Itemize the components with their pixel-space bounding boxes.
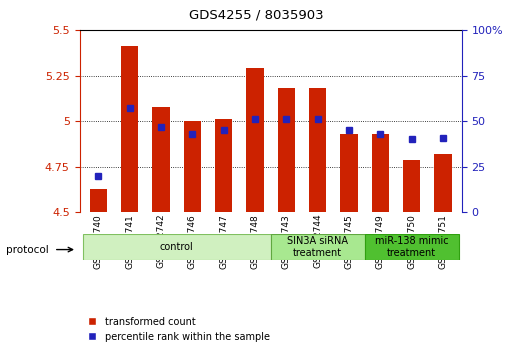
Bar [340, 134, 358, 212]
Legend: transformed count, percentile rank within the sample: transformed count, percentile rank withi… [78, 313, 274, 346]
Text: SIN3A siRNA
treatment: SIN3A siRNA treatment [287, 236, 348, 258]
Bar [184, 121, 201, 212]
Text: protocol: protocol [6, 245, 49, 255]
Bar [246, 68, 264, 212]
Text: control: control [160, 242, 193, 252]
Bar [365, 234, 459, 260]
Bar [90, 189, 107, 212]
Text: miR-138 mimic
treatment: miR-138 mimic treatment [375, 236, 448, 258]
Bar [403, 160, 420, 212]
Bar [278, 88, 295, 212]
Bar [83, 234, 271, 260]
Bar [215, 119, 232, 212]
Bar [271, 234, 365, 260]
Text: GDS4255 / 8035903: GDS4255 / 8035903 [189, 9, 324, 22]
Bar [121, 46, 138, 212]
Bar [371, 134, 389, 212]
Bar [152, 107, 170, 212]
Bar [435, 154, 451, 212]
Bar [309, 88, 326, 212]
